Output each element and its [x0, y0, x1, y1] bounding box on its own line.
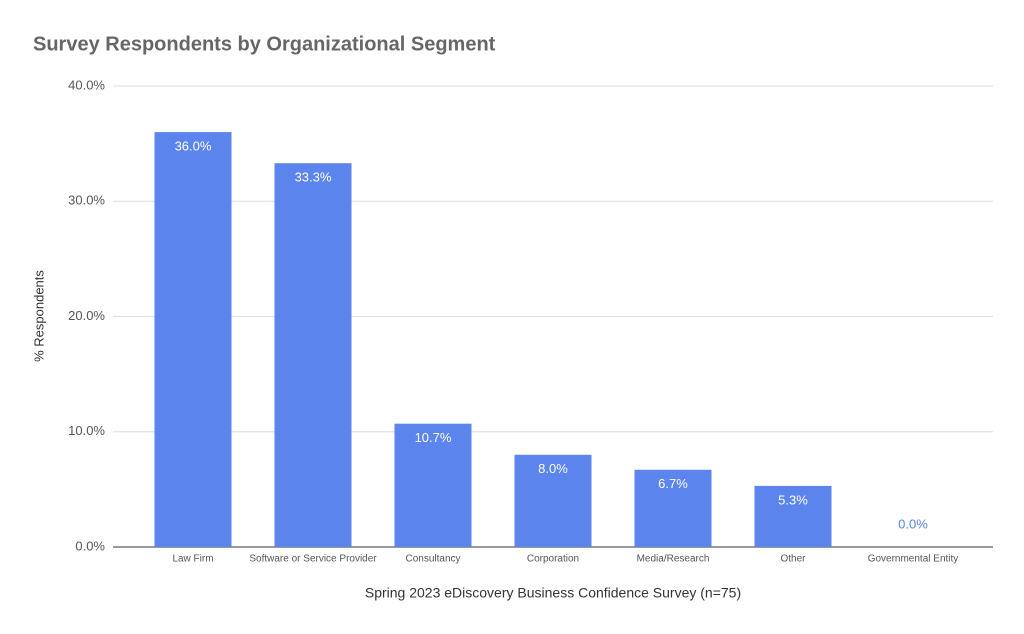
y-tick-label: 0.0%	[75, 538, 105, 553]
data-label: 10.7%	[415, 430, 452, 445]
y-tick-label: 30.0%	[68, 193, 105, 208]
data-label: 5.3%	[778, 492, 808, 507]
y-axis-title: % Respondents	[31, 270, 46, 362]
x-tick-label: Media/Research	[637, 554, 710, 565]
data-label: 33.3%	[295, 170, 332, 185]
bar	[634, 469, 712, 547]
data-label: 6.7%	[658, 476, 688, 491]
data-label: 8.0%	[538, 461, 568, 476]
x-tick-label: Governmental Entity	[868, 554, 959, 565]
x-tick-label: Software or Service Provider	[249, 554, 377, 565]
y-tick-label: 10.0%	[68, 423, 105, 438]
x-axis-title: Spring 2023 eDiscovery Business Confiden…	[365, 585, 741, 601]
bar	[514, 454, 592, 547]
x-tick-label: Corporation	[527, 554, 579, 565]
data-label: 0.0%	[898, 516, 928, 531]
x-tick-label: Other	[780, 554, 806, 565]
x-tick-label: Consultancy	[405, 554, 460, 565]
y-tick-label: 20.0%	[68, 308, 105, 323]
x-tick-label: Law Firm	[172, 554, 213, 565]
chart-title: Survey Respondents by Organizational Seg…	[33, 33, 496, 55]
bar	[154, 132, 232, 547]
bar	[274, 163, 352, 547]
bar	[394, 423, 472, 547]
bar	[754, 485, 832, 547]
data-label: 36.0%	[175, 139, 212, 154]
y-tick-label: 40.0%	[68, 77, 105, 92]
